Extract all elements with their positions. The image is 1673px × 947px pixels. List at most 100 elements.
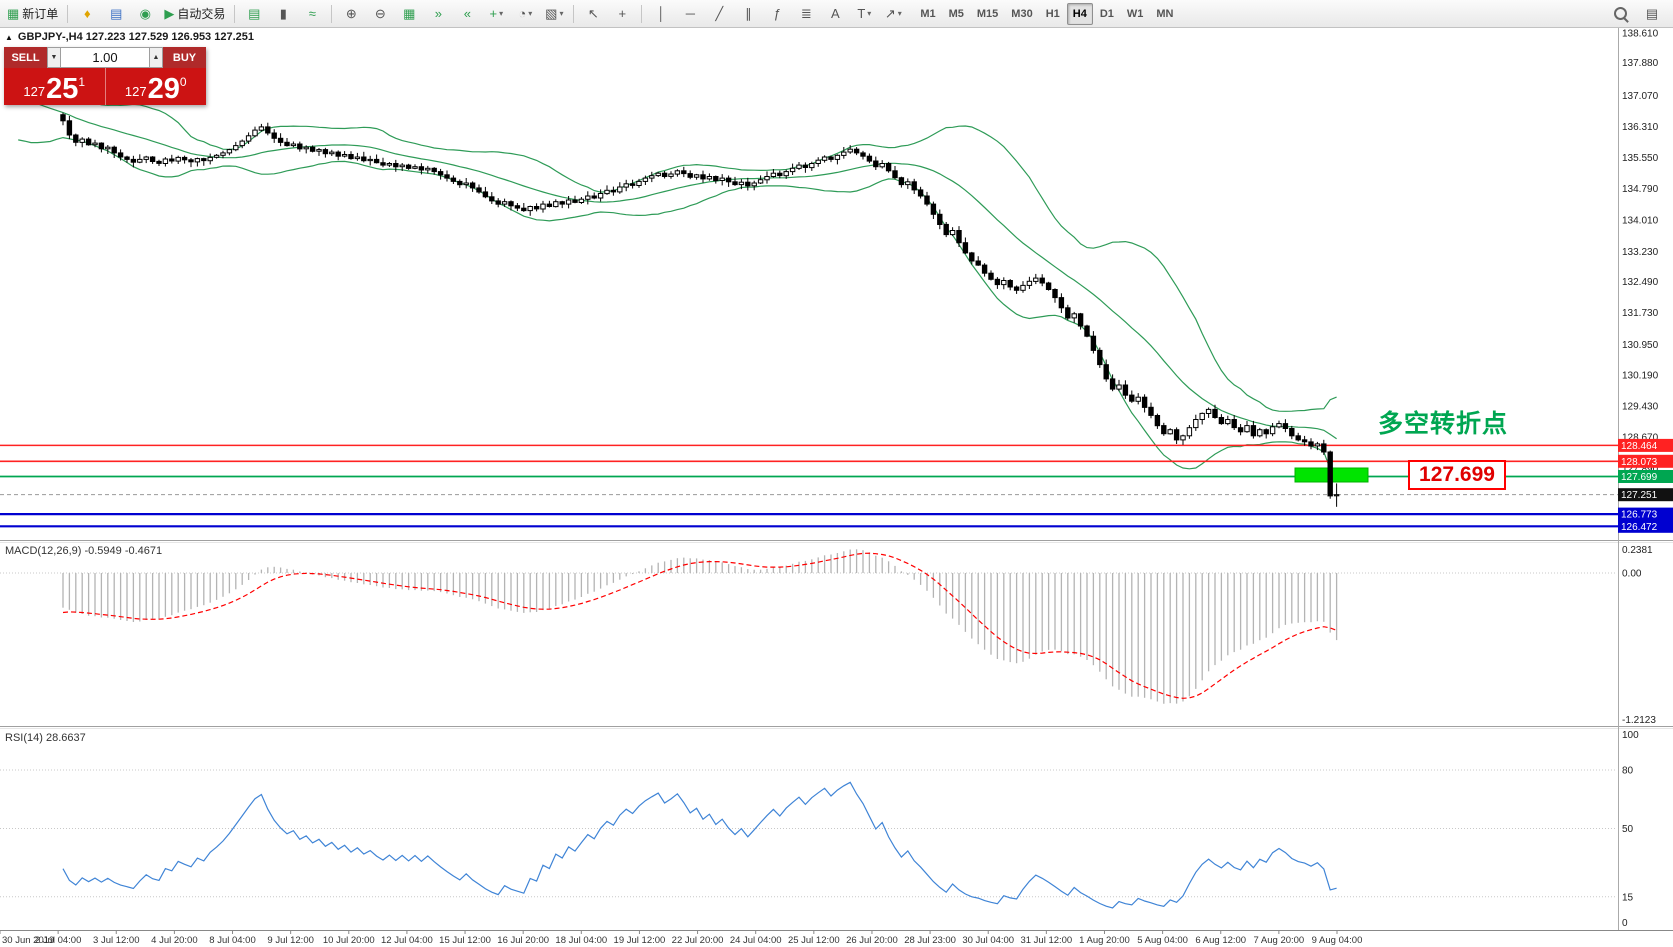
fibonacci-icon: ƒ [773, 6, 781, 21]
horizontal-level-lines [0, 444, 1618, 528]
one-click-trading-panel: SELL ▼ 1.00 ▲ BUY 127 25 1 127 29 0 [4, 47, 206, 105]
candlestick-chart-icon: ▮ [279, 5, 287, 21]
svg-text:4 Jul 20:00: 4 Jul 20:00 [151, 935, 197, 946]
bar-chart-button[interactable]: ▤ [240, 2, 268, 26]
new-order-button[interactable]: ▦ 新订单 [3, 2, 62, 26]
horizontal-line-button[interactable]: ─ [676, 2, 704, 26]
cursor-button[interactable]: ↖ [579, 2, 607, 26]
timeframe-button-m1[interactable]: M1 [920, 7, 936, 20]
candlestick-chart-button[interactable]: ▮ [269, 2, 297, 26]
periods-button[interactable]: ◔ ▾ [511, 2, 539, 26]
bar-chart-icon: ▤ [248, 5, 261, 21]
svg-text:136.310: 136.310 [1622, 122, 1659, 133]
svg-text:126.773: 126.773 [1621, 510, 1658, 521]
svg-text:26 Jul 20:00: 26 Jul 20:00 [846, 935, 898, 946]
chart-shift-icon: « [463, 6, 471, 21]
timeframe-button-m15[interactable]: M15 [976, 7, 999, 20]
autotrade-label: 自动交易 [177, 7, 226, 21]
line-chart-button[interactable]: ≈ [298, 2, 326, 26]
price-callout-label[interactable]: 127.699 [1408, 460, 1506, 490]
svg-text:15 Jul 12:00: 15 Jul 12:00 [439, 935, 491, 946]
autotrade-button[interactable]: ▶ 自动交易 [160, 2, 229, 26]
timeframe-button-m5[interactable]: M5 [948, 7, 964, 20]
svg-text:134.790: 134.790 [1622, 184, 1659, 195]
svg-text:130.190: 130.190 [1622, 371, 1659, 382]
svg-text:9 Aug 04:00: 9 Aug 04:00 [1312, 935, 1363, 946]
separator [573, 4, 575, 23]
chart-list-button[interactable]: ▤ [1638, 2, 1666, 26]
buy-price-button[interactable]: 127 29 0 [104, 68, 207, 105]
price-tag [1618, 507, 1673, 521]
dropdown-arrow-icon: ▾ [559, 9, 564, 18]
search-icon [1613, 7, 1627, 20]
svg-text:10 Jul 20:00: 10 Jul 20:00 [323, 935, 375, 946]
timeframe-button-h1[interactable]: H1 [1045, 7, 1060, 20]
svg-text:129.430: 129.430 [1622, 402, 1659, 413]
indicators-icon: + [489, 6, 498, 21]
trendline-button[interactable]: ╱ [705, 2, 733, 26]
price-axis[interactable]: 138.610 137.880 137.070 136.310 135.550 134.7… [1618, 29, 1673, 930]
indicators-button[interactable]: + ▾ [482, 2, 510, 26]
volume-increase-button[interactable]: ▲ [149, 47, 163, 68]
symbol-ohlc-text: GBPJPY-,H4 127.223 127.529 126.953 127.2… [17, 31, 254, 43]
one-click-collapse-icon[interactable]: ▲ [5, 32, 13, 42]
vertical-line-button[interactable]: │ [647, 2, 675, 26]
dropdown-arrow-icon: ▾ [867, 9, 872, 18]
fibo-lines-button[interactable]: ≣ [792, 2, 820, 26]
horizontal-line-icon: ─ [685, 6, 695, 21]
volume-input[interactable]: 1.00 [61, 47, 149, 68]
timeframe-button-h4[interactable]: H4 [1066, 2, 1093, 25]
metaeditor-icon: ♦ [83, 6, 91, 21]
auto-scroll-button[interactable]: » [424, 2, 452, 26]
macd-panel [0, 549, 1616, 704]
crosshair-button[interactable]: + [608, 2, 636, 26]
svg-text:25 Jul 12:00: 25 Jul 12:00 [788, 935, 840, 946]
svg-text:30 Jul 04:00: 30 Jul 04:00 [962, 935, 1014, 946]
sell-price-button[interactable]: 127 25 1 [4, 68, 105, 105]
zoom-in-button[interactable]: ⊕ [337, 2, 365, 26]
timeframe-button-w1[interactable]: W1 [1126, 7, 1144, 20]
svg-text:18 Jul 04:00: 18 Jul 04:00 [555, 935, 607, 946]
arrow-tools-button[interactable]: ↗ ▾ [879, 2, 907, 26]
separator [331, 4, 333, 23]
channel-button[interactable]: ∥ [734, 2, 762, 26]
svg-text:24 Jul 04:00: 24 Jul 04:00 [730, 935, 782, 946]
svg-text:16 Jul 20:00: 16 Jul 20:00 [497, 935, 549, 946]
separator [234, 4, 236, 23]
fibonacci-button[interactable]: ƒ [763, 2, 791, 26]
svg-text:0.2381: 0.2381 [1622, 545, 1653, 556]
timeframe-button-d1[interactable]: D1 [1099, 7, 1114, 20]
svg-text:137.880: 137.880 [1622, 58, 1659, 69]
svg-text:12 Jul 04:00: 12 Jul 04:00 [381, 935, 433, 946]
templates-button[interactable]: ▧ ▾ [540, 2, 568, 26]
zoom-out-button[interactable]: ⊖ [366, 2, 394, 26]
search-button[interactable] [1606, 2, 1634, 26]
market-watch-button[interactable]: ▤ [102, 2, 130, 26]
rsi-line [62, 781, 1337, 909]
chart-shift-button[interactable]: « [453, 2, 481, 26]
sell-button[interactable]: SELL [4, 47, 47, 68]
buy-button[interactable]: BUY [163, 47, 206, 68]
timeframe-button-m30[interactable]: M30 [1011, 7, 1033, 20]
svg-text:128.464: 128.464 [1621, 441, 1658, 452]
svg-text:80: 80 [1622, 766, 1634, 777]
timeframe-button-mn[interactable]: MN [1156, 7, 1174, 20]
price-chart[interactable]: 138.610 137.880 137.070 136.310 135.550 134.7… [0, 28, 1673, 947]
metaeditor-button[interactable]: ♦ [73, 2, 101, 26]
tile-windows-button[interactable]: ▦ [395, 2, 423, 26]
volume-decrease-button[interactable]: ▼ [47, 47, 61, 68]
price-tag [1618, 488, 1673, 502]
sell-price-pip: 1 [78, 75, 86, 89]
text-label-button[interactable]: T ▾ [850, 2, 878, 26]
macd-histogram [62, 549, 1338, 704]
svg-text:3 Jul 12:00: 3 Jul 12:00 [93, 935, 139, 946]
svg-text:0.00: 0.00 [1622, 569, 1642, 580]
text-button[interactable]: A [821, 2, 849, 26]
price-tag [1618, 454, 1673, 468]
svg-text:137.070: 137.070 [1622, 91, 1659, 102]
data-window-button[interactable]: ◉ [131, 2, 159, 26]
bollinger-bands [17, 50, 1338, 481]
price-tag [1618, 519, 1673, 533]
buy-price-pip: 0 [179, 75, 187, 89]
